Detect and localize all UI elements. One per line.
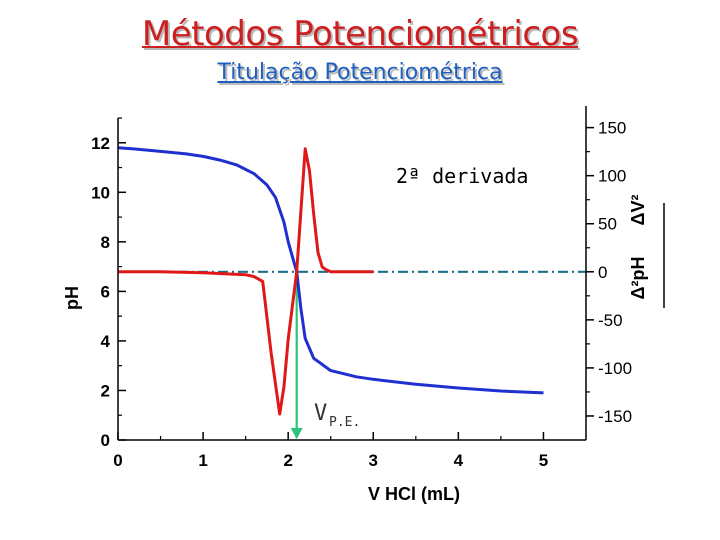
y2-tick-label: 0 <box>598 263 607 282</box>
x-tick-label: 4 <box>454 451 464 470</box>
y2-tick-label: -150 <box>598 407 632 426</box>
equivalence-volume-label: V <box>314 401 327 426</box>
y-tick-label: 10 <box>91 183 110 202</box>
y-tick-label: 4 <box>101 332 111 351</box>
series-layer <box>117 146 544 416</box>
y-axis-title: pH <box>62 286 82 310</box>
page-subtitle: Titulação Potenciométrica <box>217 60 503 85</box>
equivalence-marker-arrowhead <box>290 428 303 439</box>
y2-tick-label: -50 <box>598 311 623 330</box>
y-tick-label: 2 <box>101 381 110 400</box>
x-tick-label: 1 <box>198 451 207 470</box>
reference-layer <box>118 270 586 439</box>
ph-curve <box>117 146 544 395</box>
page-title: Métodos Potenciométricos <box>141 14 579 54</box>
second-derivative-curve <box>118 147 374 416</box>
x-tick-label: 3 <box>369 451 378 470</box>
x-tick-label: 2 <box>283 451 292 470</box>
y-tick-label: 8 <box>101 233 110 252</box>
y2-axis-title-denominator: ΔV² <box>628 195 648 226</box>
y2-tick-label: 50 <box>598 215 617 234</box>
y2-tick-label: 100 <box>598 167 626 186</box>
y2-tick-label: 150 <box>598 119 626 138</box>
x-tick-label: 0 <box>113 451 122 470</box>
y2-axis-title-numerator: Δ²pH <box>628 257 648 300</box>
second-derivative-annotation: 2ª derivada <box>396 164 528 188</box>
x-tick-label: 5 <box>539 451 548 470</box>
y-tick-label: 0 <box>101 431 110 450</box>
equivalence-volume-subscript: P.E. <box>329 415 360 430</box>
y-tick-label: 6 <box>101 282 110 301</box>
y2-axis-title: Δ²pH ΔV² <box>628 195 665 308</box>
y2-tick-label: -100 <box>598 359 632 378</box>
labels-layer: V HCl (mL) pH Δ²pH ΔV² 2ª derivada V P.E. <box>62 164 665 504</box>
y-tick-label: 12 <box>91 134 110 153</box>
x-axis-title: V HCl (mL) <box>368 484 460 504</box>
